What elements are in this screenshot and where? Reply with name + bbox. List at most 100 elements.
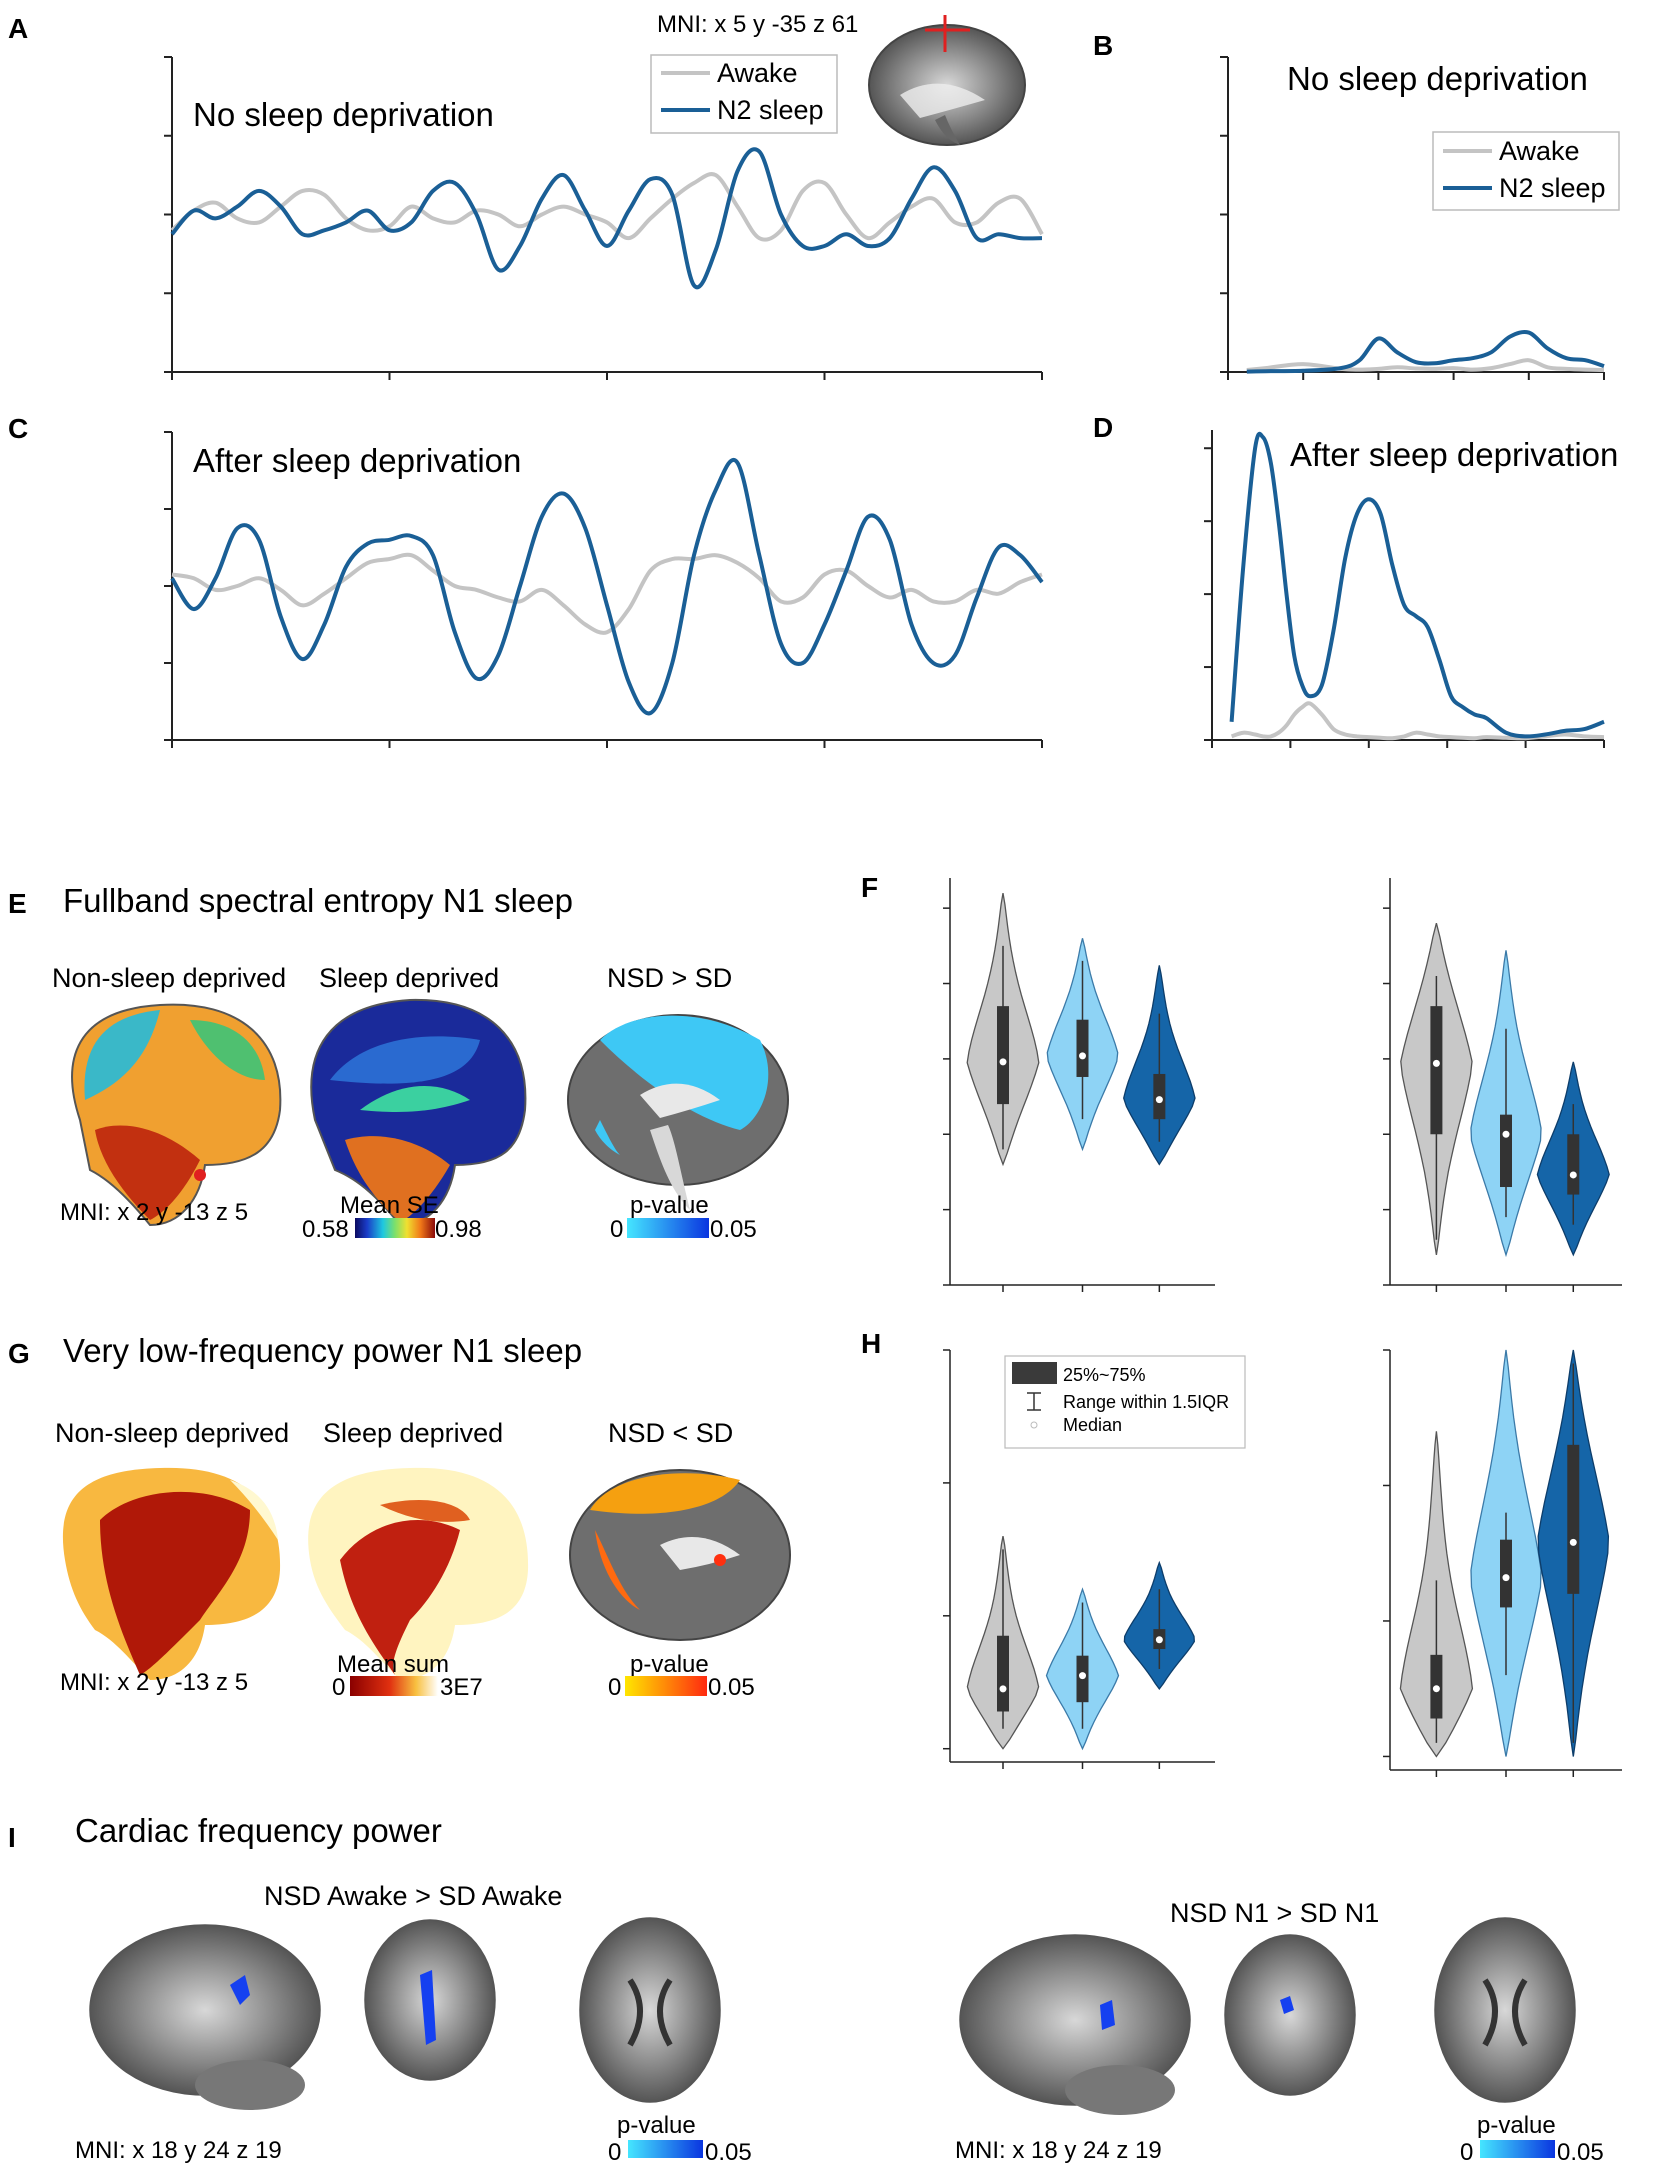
legend-h-whisker-label: Range within 1.5IQR xyxy=(1063,1392,1229,1412)
panel-letter-e: E xyxy=(8,888,27,919)
chart-h-left-box-awake xyxy=(997,1635,1009,1712)
panel-i-title: Cardiac frequency power xyxy=(75,1812,442,1849)
brain-map-e-nsd xyxy=(71,1003,282,1227)
panel-c-annotation: After sleep deprivation xyxy=(193,442,521,479)
panel-letter-d: D xyxy=(1093,412,1113,443)
legend-b-n2-label: N2 sleep xyxy=(1499,173,1606,203)
panel-i-cbar-right-title: p-value xyxy=(1477,2112,1556,2139)
legend-h-whisker-swatch xyxy=(1027,1392,1041,1411)
panel-i-mni-left: MNI: x 18 y 24 z 19 xyxy=(75,2137,282,2164)
chart-h-right-median-awake xyxy=(1432,1685,1440,1693)
chart-f-left-median-n1 xyxy=(1079,1052,1086,1060)
chart-c-series-n2-line xyxy=(170,458,1044,716)
panel-g-cbar1 xyxy=(350,1676,438,1696)
panel-i-cbar-left xyxy=(628,2140,703,2158)
legend-b: Awake N2 sleep xyxy=(1432,131,1620,211)
chart-h-left-median-n2 xyxy=(1155,1636,1163,1644)
panel-e-cbar2-max: 0.05 xyxy=(710,1216,757,1243)
brain-map-g-nsd xyxy=(62,1467,281,1680)
brain-map-g-sd xyxy=(308,1467,529,1680)
panel-i-cbar-left-max: 0.05 xyxy=(705,2139,752,2166)
panel-g-label-contrast: NSD < SD xyxy=(608,1418,733,1448)
legend-h: 25%~75% Range within 1.5IQR Median xyxy=(1004,1355,1246,1449)
chart-f-sd-entropy xyxy=(1383,878,1622,1292)
brain-map-g-contrast xyxy=(569,1469,791,1641)
chart-c-series-awake-line xyxy=(171,552,1043,635)
chart-f-right-box-n1 xyxy=(1500,1114,1512,1188)
legend-a: Awake N2 sleep xyxy=(650,54,838,134)
panel-i-cbar-right-min: 0 xyxy=(1460,2139,1473,2166)
panel-e-label-sd: Sleep deprived xyxy=(319,963,499,993)
brain-i-left-axial xyxy=(579,1917,721,2103)
panel-e-cbar2 xyxy=(627,1218,709,1238)
panel-letter-b: B xyxy=(1093,30,1113,61)
chart-h-left-median-awake xyxy=(999,1685,1007,1693)
panel-g-cbar1-min: 0 xyxy=(332,1674,345,1701)
panel-e-label-contrast: NSD > SD xyxy=(607,963,732,993)
panel-e-cbar1-title: Mean SE xyxy=(340,1192,439,1219)
chart-d-series-awake-line xyxy=(1230,701,1605,741)
chart-f-right-box-awake xyxy=(1430,1006,1443,1135)
panel-b-annotation: No sleep deprivation xyxy=(1287,60,1588,97)
panel-g-cbar2 xyxy=(625,1676,707,1696)
chart-b-series-n2-line xyxy=(1246,329,1605,374)
brain-map-e-contrast xyxy=(567,1014,789,1210)
brain-inset-sagittal xyxy=(868,15,1026,146)
panel-g-cbar1-title: Mean sum xyxy=(337,1651,449,1678)
panel-g-cbar2-title: p-value xyxy=(630,1651,709,1678)
panel-e-label-nsd: Non-sleep deprived xyxy=(52,963,286,993)
panel-letter-i: I xyxy=(8,1822,16,1853)
chart-h-right-median-n1 xyxy=(1502,1574,1510,1582)
legend-h-box-swatch xyxy=(1012,1362,1057,1384)
panel-g-label-sd: Sleep deprived xyxy=(323,1418,503,1448)
panel-g-cbar2-max: 0.05 xyxy=(708,1674,755,1701)
panel-g-title: Very low-frequency power N1 sleep xyxy=(63,1332,582,1369)
legend-b-awake-label: Awake xyxy=(1499,136,1580,166)
chart-a-series-awake-line xyxy=(170,172,1044,242)
panel-letter-f: F xyxy=(861,872,878,903)
chart-h-sd-fft xyxy=(1383,1349,1622,1777)
brain-map-e-sd xyxy=(310,998,527,1227)
panel-a-annotation: No sleep deprivation xyxy=(193,96,494,133)
legend-a-n2-label: N2 sleep xyxy=(717,95,824,125)
panel-i-mni-right: MNI: x 18 y 24 z 19 xyxy=(955,2137,1162,2164)
chart-f-left-median-awake xyxy=(999,1058,1007,1066)
panel-e-title: Fullband spectral entropy N1 sleep xyxy=(63,882,573,919)
brain-i-right-axial xyxy=(1434,1917,1576,2103)
panel-i-left-label: NSD Awake > SD Awake xyxy=(264,1881,562,1911)
panel-e-cbar2-title: p-value xyxy=(630,1192,709,1219)
panel-letter-g: G xyxy=(8,1338,30,1369)
panel-letter-h: H xyxy=(861,1328,881,1359)
panel-a-mni: MNI: x 5 y -35 z 61 xyxy=(657,11,858,38)
chart-f-right-median-awake xyxy=(1432,1059,1440,1067)
chart-h-right-median-n2 xyxy=(1569,1538,1577,1546)
chart-c-sd-timeseries xyxy=(164,431,1044,748)
panel-i-right-label: NSD N1 > SD N1 xyxy=(1170,1898,1379,1928)
panel-g-cbar1-max: 3E7 xyxy=(440,1674,483,1701)
chart-h-right-box-n1 xyxy=(1500,1539,1512,1608)
panel-g-cbar2-min: 0 xyxy=(608,1674,621,1701)
panel-e-mni: MNI: x 2 y -13 z 5 xyxy=(60,1199,248,1226)
chart-b-no-sd-spectrum xyxy=(1220,56,1605,380)
panel-e-cbar2-min: 0 xyxy=(610,1216,623,1243)
brain-i-right-coronal xyxy=(1224,1934,1356,2096)
chart-d-series-n2-line xyxy=(1229,431,1605,739)
panel-letter-c: C xyxy=(8,413,28,444)
panel-i-cbar-right-max: 0.05 xyxy=(1557,2139,1604,2166)
chart-a-series-n2-line xyxy=(170,147,1043,290)
chart-f-right-median-n2 xyxy=(1569,1171,1577,1179)
panel-i-cbar-right xyxy=(1480,2140,1555,2158)
chart-f-left-box-awake xyxy=(997,1006,1009,1105)
chart-f-left-median-n2 xyxy=(1155,1096,1163,1104)
panel-letter-a: A xyxy=(8,13,28,44)
chart-h-nsd-fft xyxy=(943,1349,1215,1769)
panel-i-cbar-left-title: p-value xyxy=(617,2112,696,2139)
legend-a-awake-label: Awake xyxy=(717,58,798,88)
legend-h-median-swatch xyxy=(1030,1421,1038,1429)
chart-f-right-box-n2 xyxy=(1567,1134,1580,1195)
panel-g-mni: MNI: x 2 y -13 z 5 xyxy=(60,1669,248,1696)
chart-a-no-sd-timeseries xyxy=(164,56,1044,380)
panel-e-cbar1-min: 0.58 xyxy=(302,1216,349,1243)
panel-i-cbar-left-min: 0 xyxy=(608,2139,621,2166)
